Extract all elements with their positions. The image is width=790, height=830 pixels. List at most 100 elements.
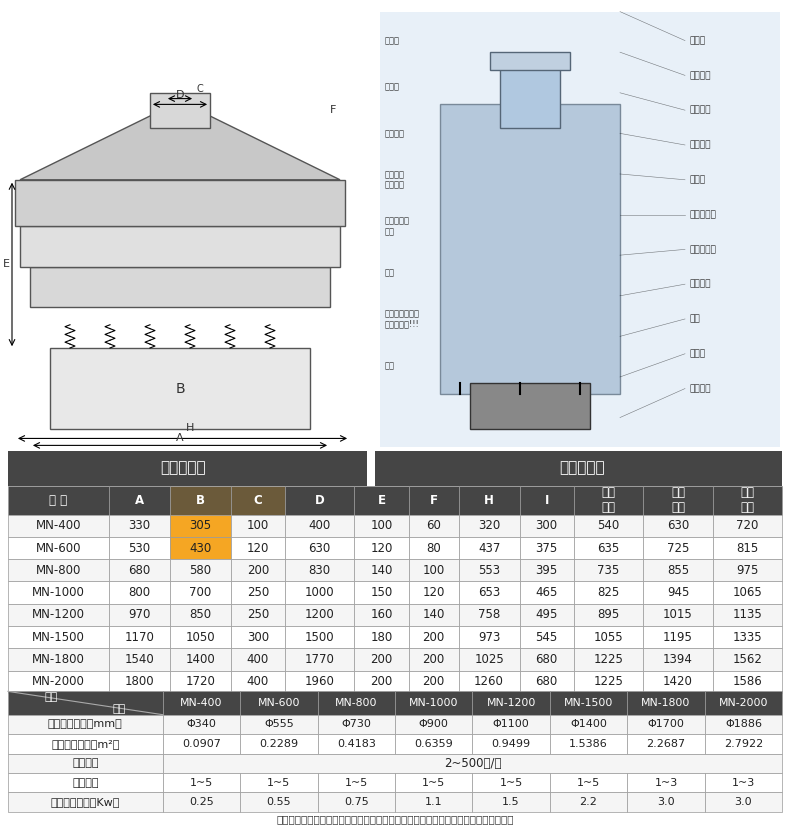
Text: 495: 495 [536, 608, 558, 622]
Text: 1960: 1960 [305, 676, 335, 688]
Text: 1065: 1065 [732, 586, 762, 599]
Bar [355, 626, 408, 648]
Text: 1335: 1335 [732, 631, 762, 644]
Text: 395: 395 [536, 564, 558, 577]
Text: 0.4183: 0.4183 [337, 739, 376, 749]
Text: 200: 200 [423, 653, 445, 666]
Text: 运输用固定螺栓
试机时去掉!!!: 运输用固定螺栓 试机时去掉!!! [385, 310, 420, 329]
Bar [705, 715, 782, 734]
Bar [285, 486, 355, 515]
Bar [231, 671, 285, 693]
Bar [627, 734, 705, 754]
Text: D: D [175, 90, 184, 100]
Text: Φ1400: Φ1400 [570, 720, 607, 730]
Bar [458, 648, 520, 671]
Bar [643, 559, 713, 582]
Text: 底座: 底座 [385, 361, 395, 370]
Bar [550, 715, 627, 734]
Bar [108, 537, 170, 559]
Text: MN-1800: MN-1800 [641, 698, 690, 708]
Bar [408, 582, 458, 603]
Text: 中部框架
底部框架: 中部框架 底部框架 [385, 170, 405, 189]
Bar [500, 58, 560, 128]
Bar [550, 793, 627, 812]
Bar [380, 12, 780, 447]
Text: MN-400: MN-400 [36, 520, 81, 532]
Text: 400: 400 [246, 676, 269, 688]
Bar [170, 648, 231, 671]
Text: 1225: 1225 [593, 653, 623, 666]
Text: 筛网规格: 筛网规格 [72, 759, 99, 769]
Text: 1562: 1562 [732, 653, 762, 666]
Text: 1170: 1170 [124, 631, 154, 644]
Bar [231, 626, 285, 648]
Text: 1000: 1000 [305, 586, 334, 599]
Bar [8, 603, 108, 626]
Text: 1200: 1200 [305, 608, 334, 622]
Bar [395, 715, 472, 734]
Bar [285, 626, 355, 648]
Bar [472, 773, 550, 793]
Text: 球形清洁板: 球形清洁板 [690, 210, 717, 219]
Bar [8, 754, 163, 773]
Bar [285, 582, 355, 603]
Bar [627, 773, 705, 793]
Bar [355, 537, 408, 559]
Text: 2~500目/吋: 2~500目/吋 [444, 757, 501, 769]
Bar [643, 603, 713, 626]
Text: 1025: 1025 [474, 653, 504, 666]
Text: 400: 400 [309, 520, 331, 532]
Bar [285, 515, 355, 537]
Bar [108, 648, 170, 671]
Text: Φ1100: Φ1100 [493, 720, 529, 730]
Bar [163, 773, 240, 793]
Text: 有效筛分直径（mm）: 有效筛分直径（mm） [48, 720, 122, 730]
Text: 970: 970 [128, 608, 150, 622]
Text: Φ555: Φ555 [264, 720, 294, 730]
Bar [713, 582, 782, 603]
Text: 60: 60 [426, 520, 441, 532]
Text: 680: 680 [128, 564, 150, 577]
Bar [408, 626, 458, 648]
Bar [231, 648, 285, 671]
Bar [574, 671, 643, 693]
Text: MN-800: MN-800 [36, 564, 81, 577]
Text: 80: 80 [426, 541, 441, 554]
Text: 1420: 1420 [663, 676, 693, 688]
Text: 200: 200 [371, 676, 393, 688]
Bar [408, 537, 458, 559]
Text: 653: 653 [478, 586, 500, 599]
Bar [318, 773, 395, 793]
Bar [520, 582, 574, 603]
Text: 200: 200 [246, 564, 269, 577]
Bar [375, 451, 782, 486]
Bar [285, 603, 355, 626]
Bar [163, 754, 782, 773]
Text: 1195: 1195 [663, 631, 693, 644]
Text: 一般结构图: 一般结构图 [559, 461, 605, 476]
Bar [713, 537, 782, 559]
Text: 465: 465 [536, 586, 558, 599]
Bar [8, 773, 163, 793]
Bar [170, 671, 231, 693]
Text: MN-1200: MN-1200 [32, 608, 85, 622]
Bar [8, 793, 163, 812]
Text: D: D [314, 494, 325, 506]
Bar [170, 559, 231, 582]
Text: 1~5: 1~5 [422, 778, 446, 788]
Text: 辅助筛网: 辅助筛网 [690, 71, 712, 80]
Bar [170, 626, 231, 648]
Bar [574, 626, 643, 648]
Bar [108, 582, 170, 603]
Bar [472, 691, 550, 715]
Bar [574, 515, 643, 537]
Text: 1720: 1720 [186, 676, 215, 688]
Text: 单位：mm: 单位：mm [739, 697, 778, 707]
Text: A: A [176, 433, 184, 443]
Bar [240, 691, 318, 715]
Text: 400: 400 [246, 653, 269, 666]
Text: MN-1000: MN-1000 [32, 586, 85, 599]
Text: 200: 200 [423, 631, 445, 644]
Text: 3.0: 3.0 [657, 797, 675, 807]
Text: 160: 160 [371, 608, 393, 622]
